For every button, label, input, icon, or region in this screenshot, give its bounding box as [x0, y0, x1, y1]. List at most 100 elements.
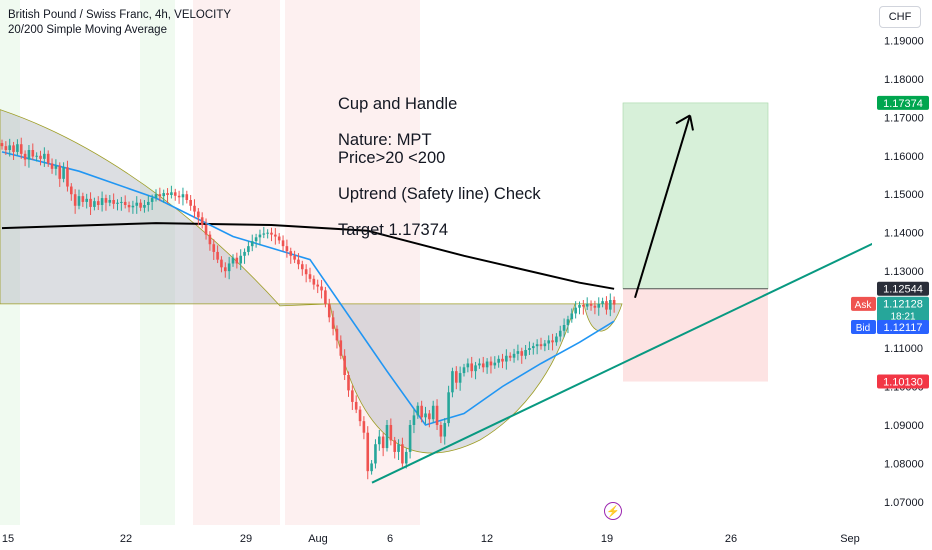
target-price-label-bg: [877, 95, 929, 110]
candle: [62, 162, 65, 183]
candle: [327, 298, 331, 323]
candle: [447, 385, 450, 427]
sma200-line: [1, 222, 615, 290]
candle: [366, 426, 370, 480]
axis-background: [872, 0, 932, 550]
candle: [474, 361, 477, 380]
candle: [362, 416, 366, 440]
candle: [551, 333, 554, 351]
candle: [570, 308, 574, 323]
lightning-icon[interactable]: ⚡: [604, 502, 622, 520]
candle: [589, 300, 593, 311]
symbol-title: British Pound / Swiss Franc, 4h, VELOCIT…: [8, 9, 232, 21]
candle: [385, 420, 389, 452]
candle: [478, 358, 481, 369]
candle: [324, 286, 327, 308]
candle: [578, 301, 581, 315]
candle: [216, 245, 219, 264]
candle: [354, 395, 358, 414]
candle: [389, 418, 393, 446]
candle: [593, 300, 597, 315]
candle: [485, 358, 489, 374]
candle: [585, 297, 589, 310]
candle: [293, 250, 296, 264]
candle: [250, 234, 254, 252]
uptrend-trendline: [371, 240, 879, 484]
candle: [393, 436, 396, 459]
stop-zone: [623, 288, 768, 382]
candle: [435, 399, 439, 430]
candle: [131, 200, 135, 214]
annotation-uptrend: Uptrend (Safety line) Check: [338, 185, 541, 203]
candle: [281, 235, 285, 252]
x-tick-label: Sep: [840, 533, 860, 545]
candle: [566, 315, 570, 334]
x-tick-label: 12: [481, 533, 493, 545]
candle: [431, 400, 435, 423]
candle: [70, 183, 73, 201]
candle: [173, 188, 177, 201]
target-price-label: 1.17374: [883, 98, 923, 110]
candle: [397, 439, 400, 460]
candle: [0, 139, 4, 150]
candle: [539, 337, 543, 350]
candle: [347, 371, 350, 397]
ask-tag-bg: [851, 296, 876, 311]
price-axis: 1.19000 1.18000 1.17000 1.16000 1.15000 1.140…: [872, 0, 932, 550]
candle: [135, 196, 139, 214]
candle: [66, 160, 69, 192]
candle: [481, 356, 485, 373]
candle: [451, 367, 454, 398]
candle: [285, 239, 289, 258]
candle: [308, 267, 312, 283]
y-tick-label: 1.15000: [884, 189, 924, 201]
ask-tag: Ask: [855, 300, 873, 311]
candle: [277, 233, 281, 244]
candle: [408, 420, 412, 459]
x-tick-label: 15: [2, 533, 14, 545]
candle: [532, 342, 535, 355]
candle: [150, 194, 154, 210]
x-tick-label: 26: [725, 533, 737, 545]
candle: [555, 333, 558, 346]
candle: [139, 199, 142, 212]
candle: [158, 187, 162, 202]
candle: [508, 352, 512, 362]
y-tick-label: 1.17000: [884, 112, 924, 124]
candle: [320, 280, 323, 299]
candle: [220, 256, 223, 273]
candle: [266, 229, 269, 239]
candle: [185, 190, 189, 204]
stop-price-label: 1.10130: [883, 377, 923, 389]
candle: [31, 143, 35, 160]
candle: [100, 191, 104, 212]
candle: [116, 199, 119, 211]
candle: [524, 345, 527, 360]
candle: [612, 296, 616, 313]
candle: [46, 150, 50, 167]
candle: [335, 325, 339, 349]
candle: [247, 241, 250, 256]
candle: [81, 192, 85, 207]
candle: [181, 187, 185, 206]
candle: [274, 228, 277, 245]
sma200-price-label-bg: [877, 281, 929, 296]
candle: [112, 193, 115, 209]
candle: [258, 229, 262, 246]
y-tick-label: 1.13000: [884, 266, 924, 278]
candle: [54, 159, 58, 176]
candle: [147, 195, 150, 212]
candle: [497, 355, 500, 368]
candle: [416, 402, 420, 419]
currency-button[interactable]: CHF: [879, 6, 921, 28]
time-axis: 15 22 29 Aug 6 12 19 26 Sep: [0, 525, 932, 550]
candle: [143, 200, 146, 213]
candle: [609, 293, 612, 317]
candle: [162, 189, 165, 203]
candle: [412, 408, 416, 434]
candle: [605, 296, 608, 315]
x-tick-label: 19: [601, 533, 613, 545]
candle: [439, 421, 443, 444]
candle: [574, 301, 577, 319]
